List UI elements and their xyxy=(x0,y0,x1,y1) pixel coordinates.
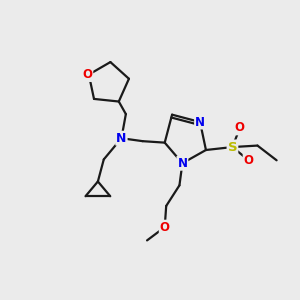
Text: O: O xyxy=(82,68,92,81)
Text: N: N xyxy=(195,116,205,128)
Text: O: O xyxy=(235,122,245,134)
Text: S: S xyxy=(228,141,237,154)
Text: N: N xyxy=(177,157,188,170)
Text: N: N xyxy=(116,132,127,145)
Text: O: O xyxy=(244,154,254,167)
Text: O: O xyxy=(160,220,170,234)
